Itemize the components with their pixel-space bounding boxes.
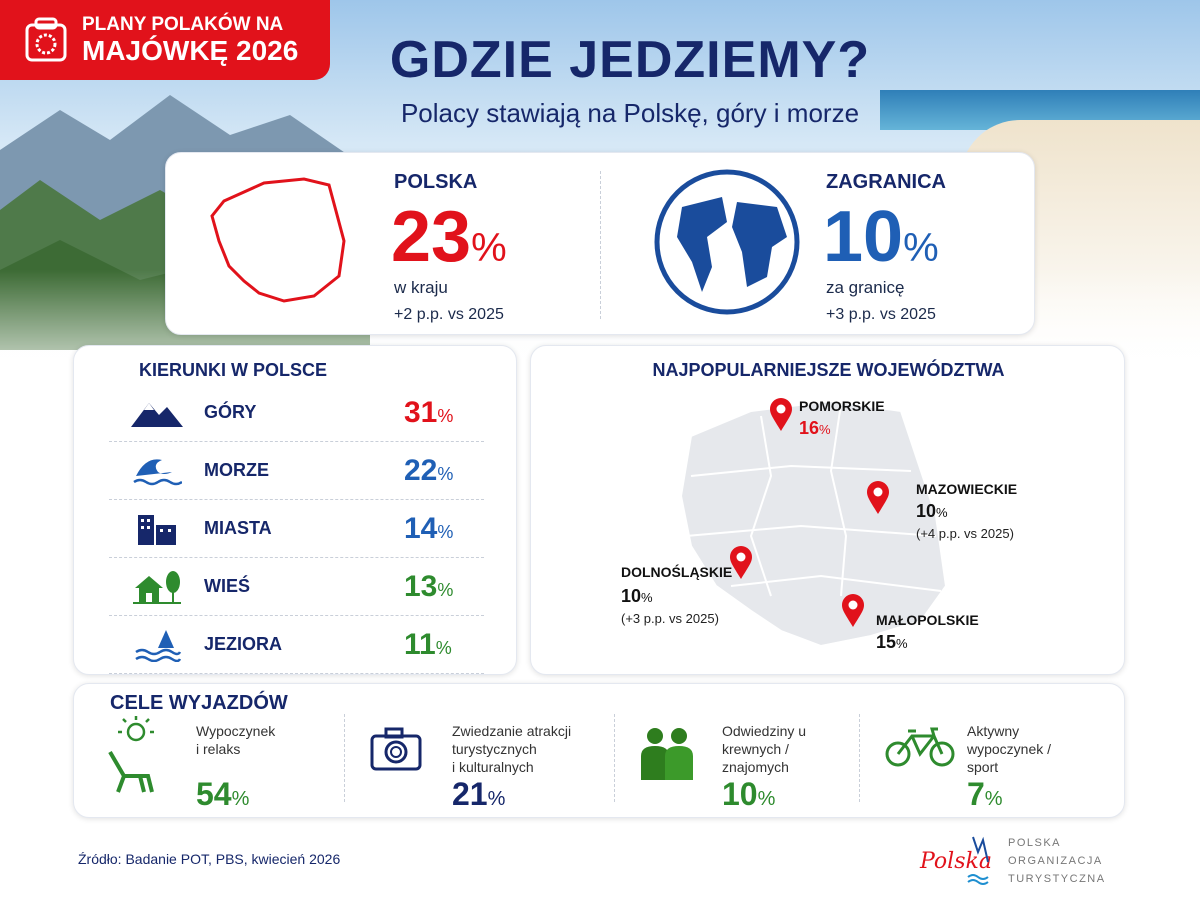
divider [859, 714, 860, 802]
direction-row: JEZIORA 11% [109, 616, 484, 674]
goal-label: krewnych / [722, 741, 789, 757]
poland-desc: w kraju [394, 278, 448, 297]
region-name: MAZOWIECKIE [916, 481, 1018, 497]
goal-label: Aktywny [967, 723, 1020, 739]
goal-item: Zwiedzanie atrakcji turystycznych i kultur… [364, 716, 604, 816]
goal-label: sport [967, 759, 999, 775]
goal-label: wypoczynek / [967, 741, 1052, 757]
region-value: 15% [876, 632, 908, 652]
abroad-value: 10% [823, 197, 939, 277]
regions-title: NAJPOPULARNIEJSZE WOJEWÓDZTWA [652, 360, 1005, 380]
goal-label: i kulturalnych [452, 759, 534, 775]
map-pin-icon [769, 398, 793, 437]
goal-label: znajomych [722, 759, 789, 775]
divider [600, 171, 601, 319]
poland-regions-map [679, 399, 948, 648]
direction-row: GÓRY 31% [109, 384, 484, 442]
org-name: POLSKA ORGANIZACJA TURYSTYCZNA [1008, 837, 1106, 885]
bicycle-icon [884, 726, 958, 773]
badge-line1: PLANY POLAKÓW NA [82, 14, 284, 35]
region-change: (+3 p.p. vs 2025) [621, 611, 719, 626]
direction-row: WIEŚ 13% [109, 558, 484, 616]
direction-name: WIEŚ [204, 576, 251, 596]
goal-value: 21% [452, 776, 506, 812]
goal-item: Odwiedziny u krewnych / znajomych 10% [634, 716, 874, 816]
direction-name: JEZIORA [204, 634, 283, 654]
poland-value: 23% [391, 197, 507, 277]
region-value: 10% [916, 501, 948, 521]
mountains-icon [109, 397, 204, 429]
people-icon [639, 726, 695, 787]
regions-card: NAJPOPULARNIEJSZE WOJEWÓDZTWA POMORSKIE 1… [530, 345, 1125, 675]
map-pin-icon [729, 546, 753, 585]
badge-line2: MAJÓWKĘ 2026 [82, 35, 299, 66]
direction-value: 13% [404, 569, 454, 603]
city-icon [109, 511, 204, 547]
poland-outline-icon [210, 177, 346, 303]
source-note: Źródło: Badanie POT, PBS, kwiecień 2026 [78, 851, 341, 867]
goals-card: CELE WYJAZDÓW Wypoczynek i relaks 54% Zwied… [73, 683, 1125, 818]
goal-label: turystycznych [452, 741, 537, 757]
goal-value: 7% [967, 776, 1003, 812]
calendar-icon [25, 17, 67, 62]
goal-item: Wypoczynek i relaks 54% [104, 716, 344, 816]
region-change: (+4 p.p. vs 2025) [916, 526, 1014, 541]
goal-label: Wypoczynek [196, 723, 276, 739]
direction-name: GÓRY [204, 402, 257, 422]
poland-change: +2 p.p. vs 2025 [394, 306, 504, 323]
pot-logo: Polska [919, 836, 992, 885]
lake-icon [109, 628, 204, 662]
region-name: POMORSKIE [799, 398, 885, 414]
abroad-label: ZAGRANICA [826, 171, 946, 193]
region-name: MAŁOPOLSKIE [876, 612, 979, 628]
camera-icon [369, 726, 423, 777]
map-pin-icon [866, 481, 890, 520]
region-value: 10% [621, 586, 653, 606]
goal-item: Aktywny wypoczynek / sport 7% [879, 716, 1119, 816]
house-tree-icon [109, 568, 204, 606]
directions-card: KIERUNKI W POLSCE GÓRY 31% MORZE 22% MIASTA 1… [73, 345, 517, 675]
direction-row: MORZE 22% [109, 442, 484, 500]
divider [344, 714, 345, 802]
goal-label: Odwiedziny u [722, 723, 807, 739]
poland-label: POLSKA [394, 171, 478, 193]
goal-value: 10% [722, 776, 776, 812]
header-badge: PLANY POLAKÓW NA MAJÓWKĘ 2026 [0, 0, 330, 80]
direction-value: 22% [404, 453, 454, 487]
direction-value: 11% [404, 627, 452, 661]
direction-row: MIASTA 14% [109, 500, 484, 558]
region-value: 16% [799, 418, 831, 438]
sun-deckchair-icon [104, 716, 164, 801]
direction-name: MIASTA [204, 518, 272, 538]
goal-label: Zwiedzanie atrakcji [452, 723, 572, 739]
logo-text: Polska [919, 849, 992, 874]
abroad-desc: za granicę [826, 278, 905, 297]
region-name: DOLNOŚLĄSKIE [621, 564, 733, 580]
page-subtitle: Polacy stawiają na Polskę, góry i morze [400, 98, 860, 128]
page-title: GDZIE JEDZIEMY? [389, 31, 871, 89]
summary-card: POLSKA 23% w kraju +2 p.p. vs 2025 ZAGRA… [165, 152, 1035, 335]
directions-title: KIERUNKI W POLSCE [139, 360, 328, 380]
direction-value: 14% [404, 511, 454, 545]
direction-value: 31% [404, 395, 454, 429]
goal-value: 54% [196, 776, 250, 812]
abroad-change: +3 p.p. vs 2025 [826, 306, 936, 323]
goal-label: i relaks [196, 741, 241, 757]
wave-icon [109, 454, 204, 488]
map-pin-icon [841, 594, 865, 633]
globe-icon [654, 169, 800, 315]
goals-title: CELE WYJAZDÓW [110, 692, 288, 714]
direction-name: MORZE [204, 460, 269, 480]
divider [614, 714, 615, 802]
